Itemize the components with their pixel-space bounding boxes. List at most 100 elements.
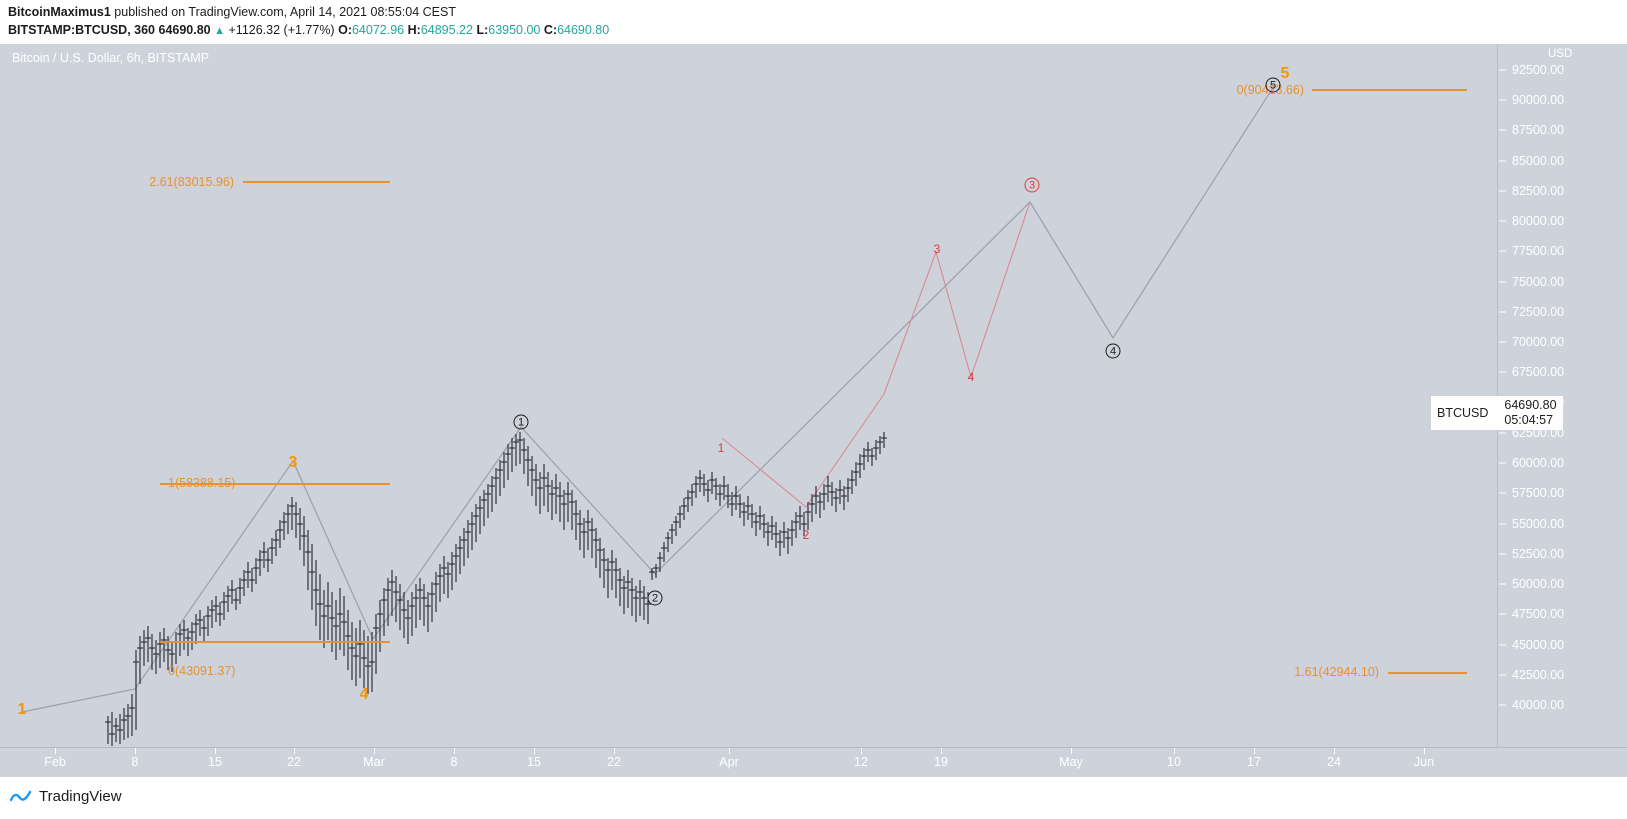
time-tick-label: Mar <box>363 755 385 769</box>
price-up-arrow-icon: ▲ <box>214 25 226 37</box>
time-tick-label: 15 <box>527 755 541 769</box>
price-tick-label: 55000.00 <box>1512 516 1565 531</box>
price-tick-label: 52500.00 <box>1512 546 1565 561</box>
time-tick-mark <box>729 748 730 754</box>
time-tick-label: 8 <box>131 755 139 769</box>
fib-line-1-58388 <box>160 483 390 485</box>
chart-plot-area[interactable]: Bitcoin / U.S. Dollar, 6h, BITSTAMP <box>0 44 1497 747</box>
tradingview-logo-icon <box>10 790 32 802</box>
price-tick-label: 77500.00 <box>1512 244 1565 259</box>
price-tick-mark <box>1499 462 1506 464</box>
time-tick-mark <box>1424 748 1425 754</box>
high-value: 64895.22 <box>420 23 473 37</box>
price-tick-mark <box>1499 613 1506 615</box>
high-label: H: <box>407 23 421 37</box>
price-tick-mark <box>1499 220 1506 222</box>
price-tick-label: 82500.00 <box>1512 183 1565 198</box>
time-tick-label: 15 <box>208 755 222 769</box>
chart-footer: TradingView <box>0 777 1627 819</box>
price-tick-mark <box>1499 583 1506 585</box>
price-axis[interactable]: USD 92500.00 90000.00 87500.00 85000.00 8250… <box>1497 44 1627 747</box>
price-tick-label: 42500.00 <box>1512 667 1565 682</box>
time-tick-label: 10 <box>1167 755 1181 769</box>
wave-4-circled-label: 4 <box>1105 343 1121 359</box>
time-tick-label: May <box>1059 755 1083 769</box>
price-tick-mark <box>1499 492 1506 494</box>
wave-3-circled-label: 3 <box>1024 177 1040 193</box>
price-tick-mark <box>1499 69 1506 71</box>
low-label: L: <box>476 23 489 37</box>
time-tick-mark <box>861 748 862 754</box>
wave-2-red-label: 2 <box>802 528 810 542</box>
price-tick-label: 80000.00 <box>1512 214 1565 229</box>
time-tick-mark <box>55 748 56 754</box>
time-tick-label: Jun <box>1413 755 1435 769</box>
low-value: 63950.00 <box>488 23 541 37</box>
close-value: 64690.80 <box>557 23 610 37</box>
time-tick-mark <box>374 748 375 754</box>
price-tick-label: 75000.00 <box>1512 274 1565 289</box>
chart-header: BitcoinMaximus1 published on TradingView… <box>0 0 1627 44</box>
price-tag-countdown: 05:04:57 <box>1504 413 1554 427</box>
wave-3-red-label: 3 <box>933 242 941 256</box>
fib-line-0-90423 <box>1312 89 1467 91</box>
wave-4-orange-label: 4 <box>359 686 369 703</box>
price-tick-label: 85000.00 <box>1512 153 1565 168</box>
author-name: BitcoinMaximus1 <box>8 5 111 19</box>
close-label: C: <box>543 23 558 37</box>
price-tick-mark <box>1499 432 1506 434</box>
wave-4-red-label: 4 <box>967 370 975 384</box>
time-tick-label: 19 <box>934 755 948 769</box>
price-tick-label: 57500.00 <box>1512 486 1565 501</box>
price-tick-label: 60000.00 <box>1512 456 1565 471</box>
time-tick-label: 8 <box>450 755 458 769</box>
price-tick-label: 70000.00 <box>1512 335 1565 350</box>
time-tick-mark <box>941 748 942 754</box>
current-price-tag: BTCUSD 64690.80 05:04:57 <box>1431 396 1563 430</box>
price-tick-mark <box>1499 311 1506 313</box>
price-tick-label: 45000.00 <box>1512 637 1565 652</box>
price-tick-mark <box>1499 160 1506 162</box>
price-tick-label: 90000.00 <box>1512 93 1565 108</box>
last-price: 64690.80 <box>158 23 211 37</box>
time-tick-label: 24 <box>1327 755 1341 769</box>
time-tick-mark <box>1071 748 1072 754</box>
price-tick-label: 50000.00 <box>1512 577 1565 592</box>
price-tick-mark <box>1499 190 1506 192</box>
price-tick-mark <box>1499 553 1506 555</box>
price-series-svg <box>21 85 1275 746</box>
price-tick-mark <box>1499 341 1506 343</box>
time-tick-label: Feb <box>44 755 66 769</box>
tradingview-brand[interactable]: TradingView <box>10 787 122 805</box>
price-tick-mark <box>1499 99 1506 101</box>
time-tick-mark <box>534 748 535 754</box>
fib-line-2-61 <box>243 181 390 183</box>
wave-3-orange-label: 3 <box>288 454 298 471</box>
fib-label-0-43091: 0(43091.37) <box>168 664 236 678</box>
wave-1-orange-label: 1 <box>17 701 27 718</box>
time-tick-label: 17 <box>1247 755 1261 769</box>
time-tick-mark <box>1254 748 1255 754</box>
chart-legend: Bitcoin / U.S. Dollar, 6h, BITSTAMP <box>12 51 210 65</box>
time-tick-label: Apr <box>719 755 739 769</box>
open-value: 64072.96 <box>351 23 405 37</box>
wave-guide-early <box>21 459 374 713</box>
price-axis-unit: USD <box>1548 48 1573 60</box>
fib-label-1-61-42944: 1.61(42944.10) <box>1294 665 1379 679</box>
time-tick-mark <box>294 748 295 754</box>
price-tick-mark <box>1499 704 1506 706</box>
fib-line-0-43091 <box>160 641 390 643</box>
price-change: +1126.32 (+1.77%) <box>228 23 335 37</box>
wave-2-circled-label: 2 <box>647 590 663 606</box>
open-label: O: <box>338 23 352 37</box>
time-tick-mark <box>454 748 455 754</box>
price-tick-mark <box>1499 250 1506 252</box>
time-tick-label: 22 <box>607 755 621 769</box>
candlestick-series <box>105 432 887 746</box>
price-tag-price: 64690.80 <box>1504 398 1557 412</box>
time-axis[interactable]: Feb 8 15 22 Mar 8 15 22 Apr 12 19 May 10 17 24 Jun <box>0 747 1627 778</box>
quote-line: BITSTAMP:BTCUSD, 360 64690.80 ▲ +1126.32… <box>8 22 1627 39</box>
price-tick-mark <box>1499 371 1506 373</box>
price-tick-label: 87500.00 <box>1512 123 1565 138</box>
